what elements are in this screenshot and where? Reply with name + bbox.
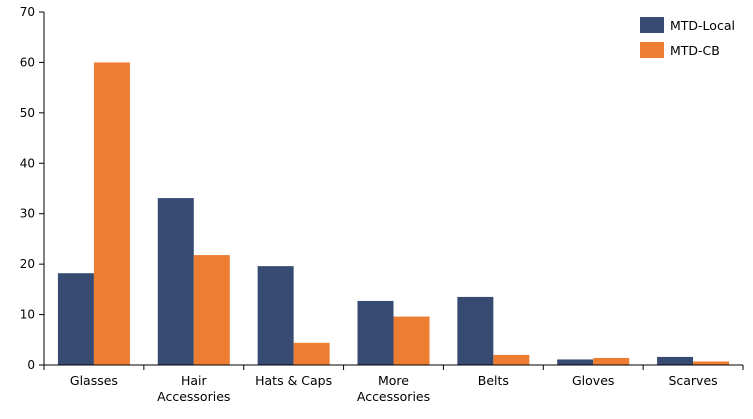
bar-mtd-local-6 — [657, 356, 694, 365]
y-tick-label: 70 — [20, 5, 35, 19]
bar-mtd-cb-0 — [93, 62, 130, 366]
x-tick-label: Hair — [181, 373, 208, 388]
bar-mtd-cb-6 — [693, 361, 730, 365]
legend: MTD-Local MTD-CB — [640, 17, 735, 58]
legend-swatch — [640, 17, 664, 33]
bar-mtd-local-4 — [457, 296, 494, 365]
bar-mtd-local-0 — [57, 273, 94, 365]
x-tick-label: More — [378, 373, 409, 388]
y-tick-label: 50 — [20, 106, 35, 120]
y-tick-label: 10 — [20, 308, 35, 322]
bar-mtd-cb-1 — [193, 255, 230, 365]
y-tick-label: 40 — [20, 156, 35, 170]
bars — [57, 62, 730, 366]
bar-mtd-local-2 — [257, 266, 294, 365]
legend-swatch — [640, 42, 664, 58]
bar-mtd-cb-2 — [293, 342, 330, 365]
x-tick-label: Accessories — [357, 389, 430, 404]
x-tick-label: Glasses — [70, 373, 118, 388]
y-tick-label: 30 — [20, 207, 35, 221]
y-tick-label: 0 — [27, 358, 35, 372]
legend-label: MTD-Local — [670, 18, 735, 33]
bar-mtd-local-5 — [557, 359, 594, 365]
legend-label: MTD-CB — [670, 43, 720, 58]
bar-mtd-cb-3 — [393, 316, 430, 365]
y-tick-label: 20 — [20, 257, 35, 271]
bar-mtd-local-3 — [357, 300, 394, 365]
y-tick-label: 60 — [20, 55, 35, 69]
bar-mtd-cb-5 — [593, 357, 630, 365]
y-axis: 0 10 20 30 40 50 60 70 — [20, 5, 45, 372]
x-tick-label: Scarves — [668, 373, 717, 388]
x-tick-label: Hats & Caps — [255, 373, 332, 388]
bar-mtd-local-1 — [157, 198, 194, 365]
x-tick-label: Belts — [478, 373, 509, 388]
bar-mtd-cb-4 — [493, 354, 530, 365]
x-tick-label: Gloves — [572, 373, 614, 388]
x-tick-label: Accessories — [157, 389, 230, 404]
